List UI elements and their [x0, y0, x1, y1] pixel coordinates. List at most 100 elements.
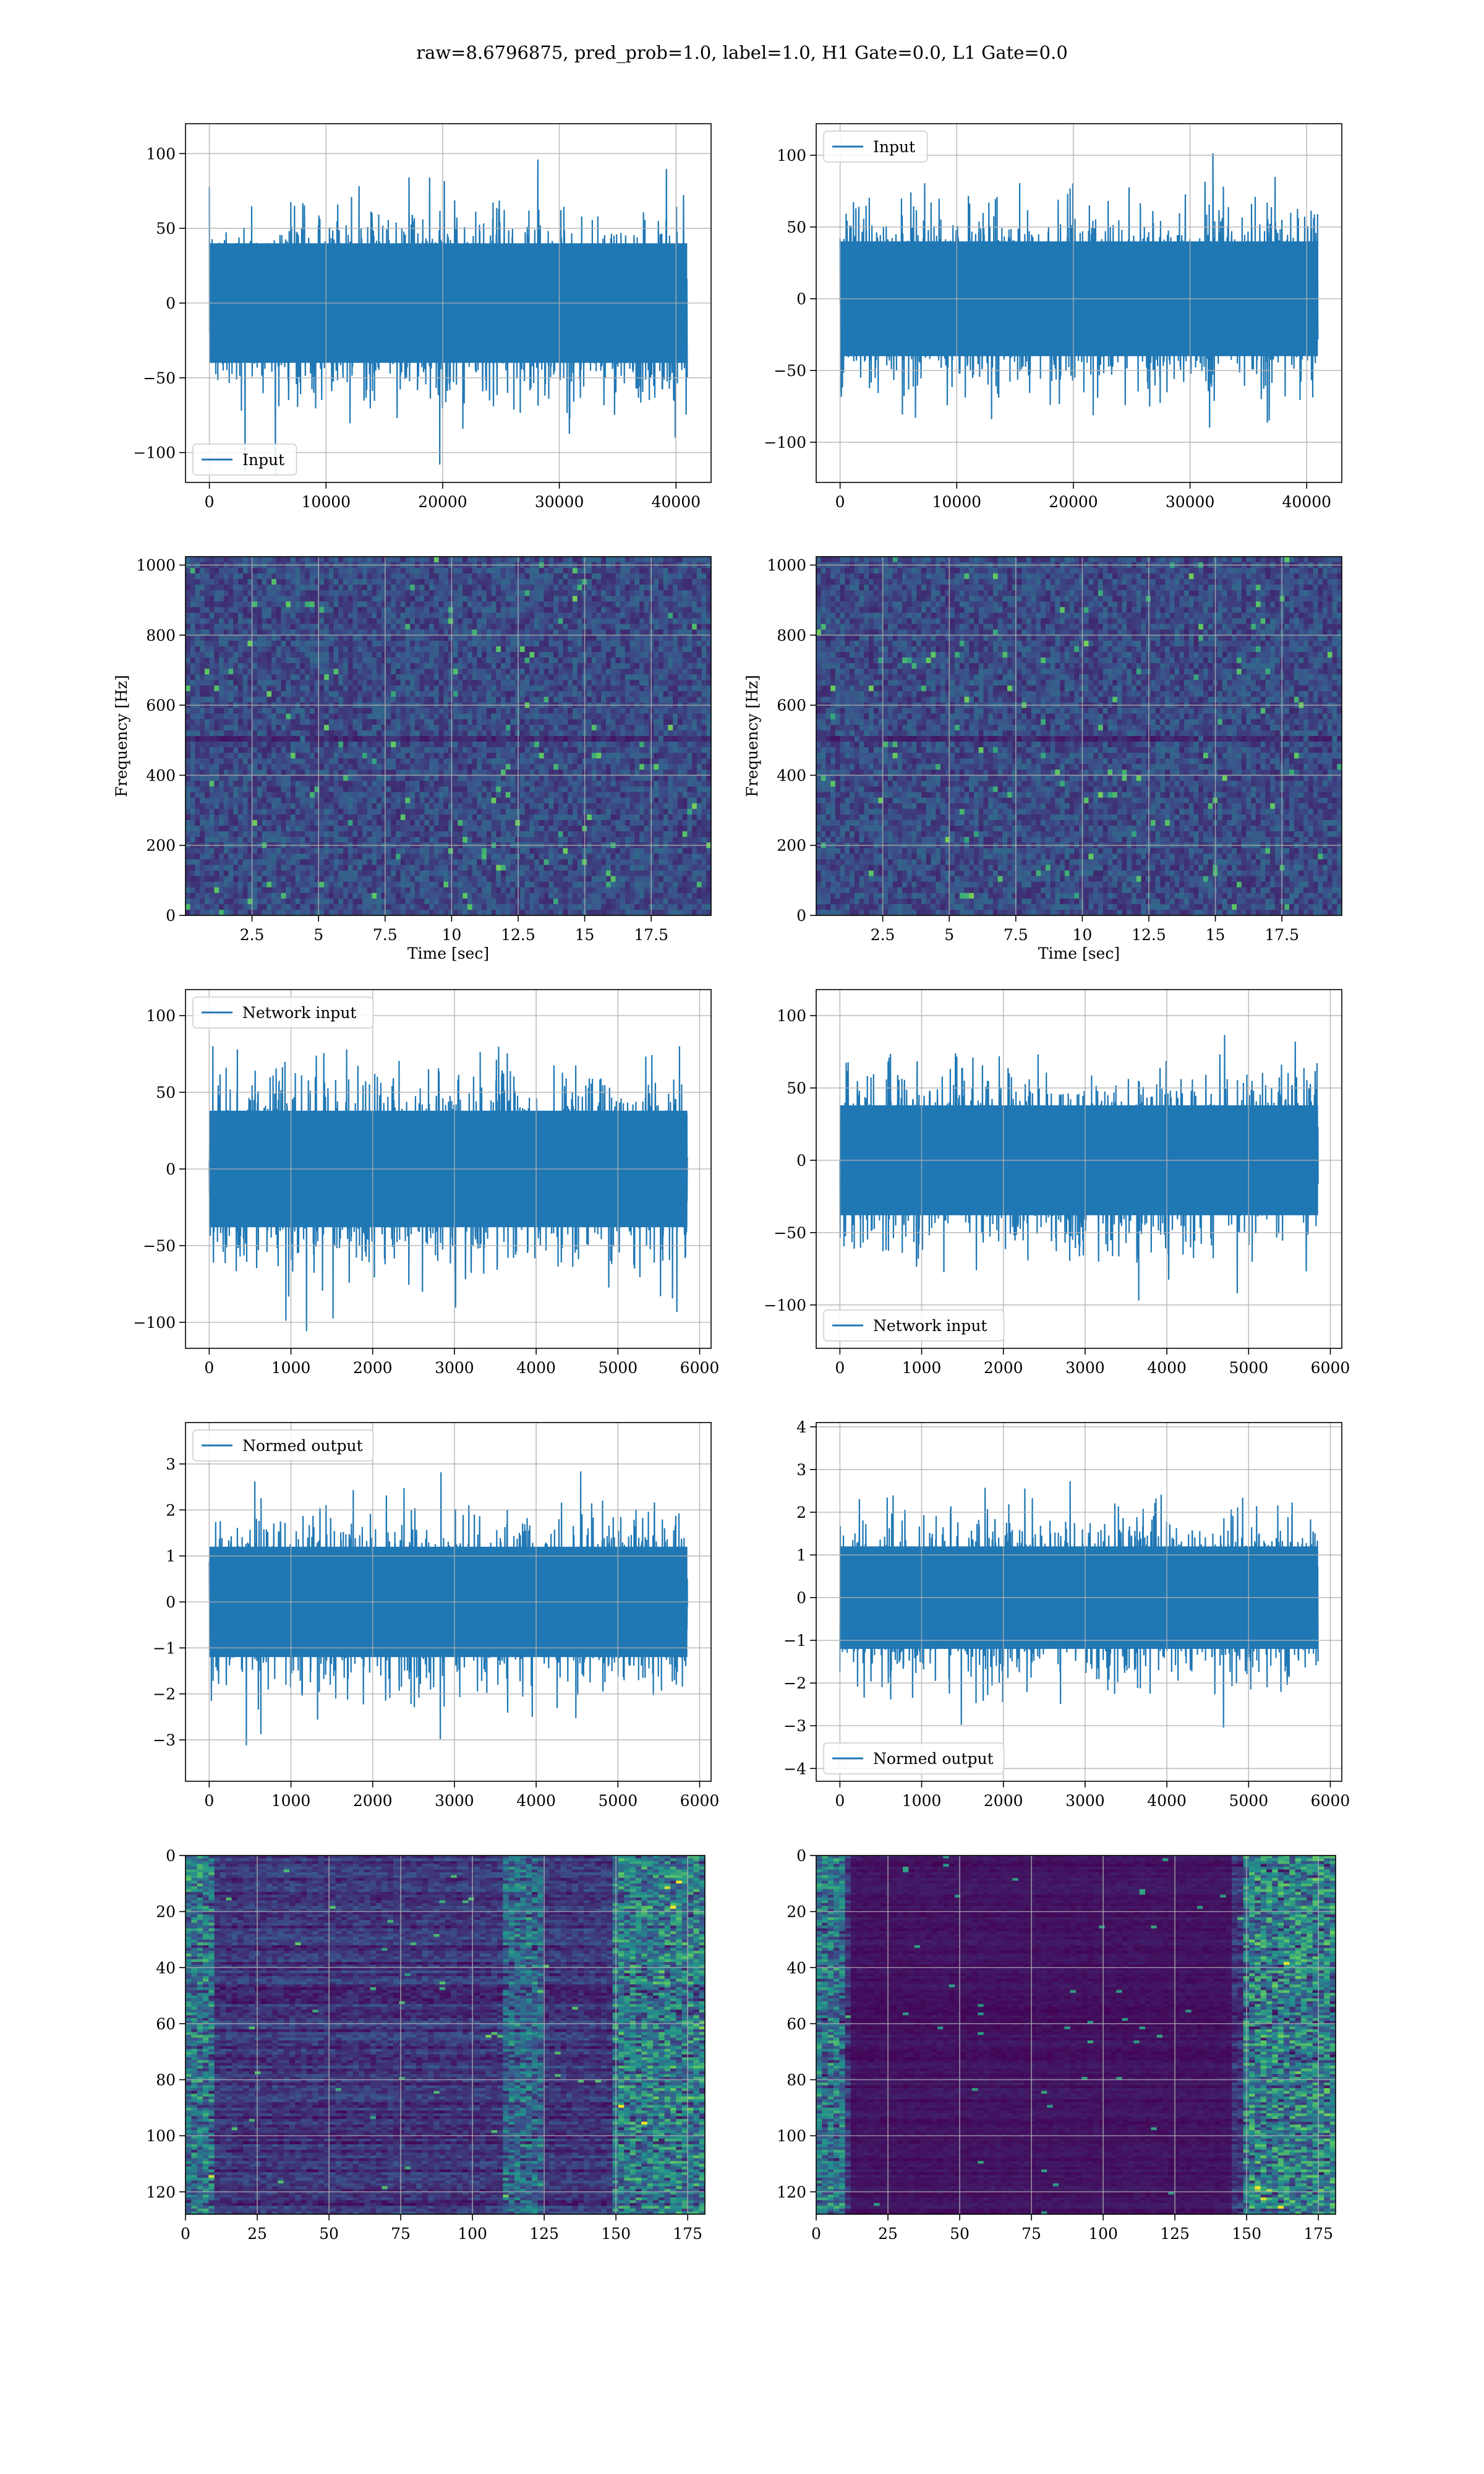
heatmap-l1-spectrogram — [816, 557, 1342, 915]
y-tick-label: 100 — [146, 1007, 176, 1025]
legend: Input — [823, 131, 928, 163]
y-tick-label: 800 — [777, 627, 806, 644]
x-tick-label: 7.5 — [373, 926, 398, 944]
x-tick-label: 15 — [1206, 926, 1226, 944]
y-tick-label: 1000 — [136, 557, 176, 575]
y-tick-label: 3 — [796, 1461, 806, 1479]
y-tick-label: −50 — [774, 1224, 806, 1242]
x-tick-label: 125 — [529, 2225, 559, 2243]
legend-label: Network input — [242, 1004, 356, 1022]
y-tick-label: 0 — [796, 1589, 806, 1607]
x-axis-label: Time [sec] — [1038, 944, 1120, 962]
x-tick-label: 3000 — [435, 1359, 474, 1377]
y-tick-label: −2 — [783, 1674, 806, 1692]
x-tick-label: 100 — [1088, 2225, 1118, 2243]
legend-label: Normed output — [242, 1437, 363, 1455]
x-tick-label: 0 — [811, 2225, 821, 2243]
x-tick-label: 40000 — [651, 493, 701, 511]
y-tick-label: 400 — [146, 766, 176, 784]
y-tick-label: 20 — [156, 1903, 176, 1921]
chart-l1-normed-output: 0 1000 2000 3000 4000 5000 6000 −4 −3 −2 −1 0 1 2 3 4 No… — [783, 1418, 1350, 1810]
x-tick-label: 2.5 — [871, 926, 895, 944]
legend-box — [823, 1309, 1005, 1342]
chart-l1-spectrogram: 2.5 5 7.5 10 12.5 15 17.5 0 200 400 600 800 1000 Time… — [743, 556, 1342, 962]
y-tick-label: 2 — [796, 1504, 806, 1522]
y-tick-label: −3 — [783, 1717, 806, 1735]
y-tick-label: −4 — [783, 1760, 806, 1778]
axes-frame — [185, 556, 712, 916]
heatmap-h1-feature-map — [186, 1856, 705, 2214]
y-tick-label: 1000 — [767, 557, 806, 575]
heatmap-h1-spectrogram — [186, 557, 711, 915]
axes-frame — [185, 1855, 706, 2215]
y-tick-label: 0 — [166, 1847, 176, 1865]
y-axis-label: Frequency [Hz] — [113, 675, 130, 797]
y-tick-label: 3 — [166, 1455, 176, 1473]
y-tick-label: 0 — [166, 907, 176, 925]
x-tick-label: 30000 — [535, 493, 584, 511]
x-tick-label: 175 — [1303, 2225, 1333, 2243]
x-tick-label: 5000 — [1229, 1792, 1268, 1810]
y-tick-label: 400 — [777, 766, 806, 784]
y-tick-label: 0 — [796, 1847, 806, 1865]
y-tick-label: 40 — [156, 1959, 176, 1977]
chart-h1-spectrogram: 2.5 5 7.5 10 12.5 15 17.5 0 200 400 600 800 1000 Time… — [113, 556, 712, 962]
y-tick-label: −100 — [764, 434, 806, 452]
x-tick-label: 12.5 — [1132, 926, 1166, 944]
y-tick-label: 0 — [796, 290, 806, 308]
x-tick-label: 0 — [205, 493, 215, 511]
y-tick-label: 120 — [146, 2183, 176, 2201]
y-tick-label: 80 — [787, 2071, 806, 2089]
y-tick-label: 40 — [787, 1959, 806, 1977]
y-tick-label: −1 — [783, 1632, 806, 1650]
legend-box — [192, 996, 374, 1029]
x-tick-label: 1000 — [902, 1359, 942, 1377]
x-tick-label: 17.5 — [634, 926, 668, 944]
x-tick-label: 20000 — [1049, 493, 1098, 511]
x-tick-label: 1000 — [902, 1792, 942, 1810]
legend: Network input — [823, 1309, 1005, 1342]
legend-box — [192, 443, 297, 476]
axes-frame — [816, 989, 1342, 1349]
y-tick-label: 80 — [156, 2071, 176, 2089]
x-tick-label: 150 — [601, 2225, 631, 2243]
x-tick-label: 7.5 — [1004, 926, 1028, 944]
legend-box — [823, 131, 928, 163]
series-l1-network-input — [816, 990, 1342, 1348]
y-tick-label: 200 — [146, 837, 176, 855]
y-tick-label: 0 — [166, 294, 176, 312]
x-tick-label: 2.5 — [240, 926, 265, 944]
x-tick-label: 5000 — [598, 1359, 638, 1377]
chart-l1-feature-map: 0 25 50 75 100 125 150 175 0 20 40 60 80 100 120 — [777, 1847, 1336, 2243]
x-tick-label: 3000 — [1065, 1792, 1105, 1810]
x-tick-label: 6000 — [680, 1359, 720, 1377]
x-tick-label: 25 — [247, 2225, 267, 2243]
x-tick-label: 4000 — [516, 1792, 556, 1810]
legend-label: Normed output — [873, 1750, 994, 1768]
y-tick-label: 600 — [146, 696, 176, 714]
legend: Normed output — [823, 1742, 1005, 1774]
x-tick-label: 4000 — [516, 1359, 556, 1377]
x-tick-label: 50 — [950, 2225, 970, 2243]
chart-h1-network-input: 0 1000 2000 3000 4000 5000 6000 −100 −50 0 50 100 Ne… — [133, 989, 720, 1377]
x-tick-label: 2000 — [353, 1792, 393, 1810]
y-tick-label: −1 — [153, 1639, 176, 1657]
x-tick-label: 5000 — [1229, 1359, 1268, 1377]
x-tick-label: 4000 — [1147, 1359, 1187, 1377]
y-tick-label: 60 — [156, 2015, 176, 2033]
x-tick-label: 1000 — [271, 1792, 311, 1810]
legend: Input — [192, 443, 297, 476]
x-tick-label: 3000 — [435, 1792, 474, 1810]
y-tick-label: 600 — [777, 696, 806, 714]
x-tick-label: 0 — [835, 1359, 845, 1377]
x-tick-label: 0 — [204, 1359, 214, 1377]
x-tick-label: 6000 — [1311, 1359, 1350, 1377]
legend-label: Network input — [873, 1317, 987, 1335]
x-tick-label: 6000 — [1311, 1792, 1350, 1810]
y-tick-label: 50 — [787, 218, 806, 236]
chart-l1-input: 0 10000 20000 30000 40000 −100 −50 0 50 100 Input — [764, 123, 1342, 511]
y-tick-label: 20 — [787, 1903, 806, 1921]
x-tick-label: 175 — [673, 2225, 702, 2243]
y-tick-label: 100 — [777, 2127, 806, 2145]
y-tick-label: 50 — [787, 1079, 806, 1097]
